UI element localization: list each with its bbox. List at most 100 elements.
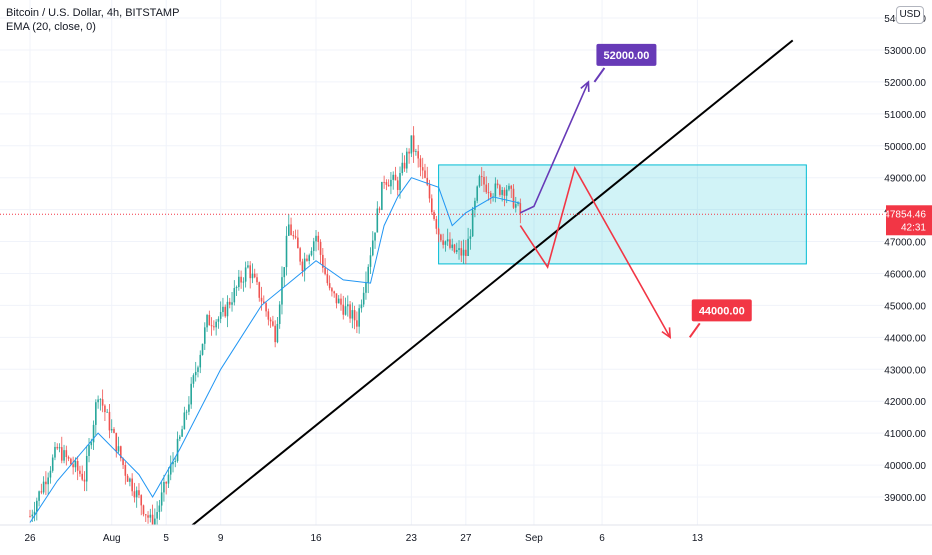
candle-body bbox=[415, 151, 417, 152]
price-tick-label: 53000.00 bbox=[884, 46, 926, 57]
candle-body bbox=[510, 185, 513, 189]
candle-body bbox=[331, 288, 333, 292]
candle-body bbox=[374, 232, 376, 241]
candle-body bbox=[487, 192, 490, 194]
candle-body bbox=[249, 265, 251, 279]
candle-body bbox=[129, 478, 131, 482]
candle-body bbox=[301, 261, 304, 271]
candle-body bbox=[51, 457, 54, 471]
candle-body bbox=[233, 288, 236, 303]
candle-body bbox=[133, 491, 136, 498]
candle-body bbox=[444, 241, 447, 245]
candle-body bbox=[356, 320, 358, 327]
candle-body bbox=[147, 515, 149, 518]
candle-body bbox=[60, 447, 63, 461]
candle-body bbox=[169, 464, 172, 475]
candle-body bbox=[54, 446, 56, 458]
candle-body bbox=[478, 176, 481, 187]
candle-body bbox=[322, 254, 324, 268]
bullish-projection-arrowhead bbox=[580, 80, 590, 92]
candle-body bbox=[49, 470, 52, 478]
candle-body bbox=[517, 203, 519, 205]
candle-body bbox=[485, 184, 488, 193]
candle-body bbox=[272, 321, 274, 326]
bullish-projection bbox=[519, 81, 590, 214]
candle-body bbox=[203, 327, 206, 344]
candle-body bbox=[97, 399, 99, 403]
price-axis[interactable]: 39000.00 40000.00 41000.00 42000.00 43000.00… bbox=[884, 0, 932, 550]
consolidation-zone[interactable] bbox=[438, 164, 807, 265]
projection-paths[interactable] bbox=[519, 80, 672, 339]
candle-body bbox=[163, 481, 165, 493]
candle-body bbox=[174, 461, 177, 462]
candle-body bbox=[287, 224, 290, 236]
candle-body bbox=[242, 281, 245, 283]
candle-body bbox=[222, 306, 224, 313]
trendline[interactable] bbox=[179, 39, 794, 537]
candle-body bbox=[505, 189, 508, 196]
candle-body bbox=[74, 460, 77, 468]
candle-body bbox=[276, 323, 279, 343]
target-up-label-text: 52000.00 bbox=[603, 50, 649, 62]
candles bbox=[29, 126, 522, 540]
candle-body bbox=[483, 176, 485, 185]
candle-body bbox=[383, 181, 385, 183]
candle-body bbox=[467, 238, 469, 256]
price-tag-value: 47854.46 bbox=[884, 209, 926, 220]
candle-body bbox=[419, 158, 422, 168]
candle-body bbox=[358, 308, 360, 327]
candle-body bbox=[451, 244, 454, 248]
price-tick-label: 42000.00 bbox=[884, 397, 926, 408]
target-labels[interactable]: 52000.00 44000.00 bbox=[593, 43, 752, 338]
candle-body bbox=[115, 432, 118, 452]
last-price-tag: 47854.46 42:31 bbox=[884, 205, 932, 236]
candle-body bbox=[335, 293, 338, 304]
candle-body bbox=[172, 461, 174, 465]
candle-body bbox=[106, 411, 108, 413]
candle-body bbox=[369, 255, 372, 267]
price-tag-box bbox=[886, 205, 932, 236]
candle-body bbox=[317, 235, 320, 243]
candle-body bbox=[378, 208, 381, 210]
candle-body bbox=[38, 491, 40, 501]
candle-body bbox=[424, 170, 426, 178]
candle-body bbox=[508, 185, 510, 190]
price-tick-label: 43000.00 bbox=[884, 365, 926, 376]
grid-lines bbox=[0, 0, 884, 525]
candle-body bbox=[210, 325, 213, 327]
time-axis[interactable]: 26 Aug 5 9 16 23 27 Sep 6 13 bbox=[0, 524, 932, 550]
candle-body bbox=[231, 302, 233, 305]
candle-body bbox=[337, 298, 340, 304]
candle-body bbox=[465, 249, 467, 256]
candle-body bbox=[238, 276, 240, 288]
candle-body bbox=[303, 258, 306, 271]
candle-body bbox=[281, 277, 283, 305]
candle-body bbox=[442, 240, 444, 245]
candle-body bbox=[376, 208, 379, 233]
candle-body bbox=[244, 267, 247, 282]
target-down-label-pointer bbox=[688, 322, 701, 338]
candle-body bbox=[265, 303, 267, 312]
candle-body bbox=[31, 514, 34, 517]
candle-body bbox=[88, 445, 90, 456]
candle-body bbox=[247, 265, 249, 268]
trendline-segment bbox=[179, 39, 794, 537]
symbol-line[interactable]: Bitcoin / U.S. Dollar, 4h, BITSTAMP bbox=[6, 7, 180, 19]
indicator-line[interactable]: EMA (20, close, 0) bbox=[6, 21, 96, 33]
candle-body bbox=[95, 402, 97, 425]
candle-body bbox=[347, 304, 349, 307]
currency-button[interactable]: USD bbox=[896, 6, 924, 24]
target-down-label-text: 44000.00 bbox=[699, 305, 745, 317]
candle-body bbox=[278, 304, 281, 324]
candle-body bbox=[226, 301, 229, 317]
candle-body bbox=[490, 193, 492, 197]
candle-body bbox=[188, 404, 190, 412]
candle-body bbox=[251, 273, 254, 279]
candle-body bbox=[469, 236, 472, 239]
candle-body bbox=[342, 304, 345, 315]
candle-body bbox=[99, 399, 102, 401]
time-tick-label: Aug bbox=[103, 533, 121, 544]
candle-body bbox=[324, 267, 326, 275]
